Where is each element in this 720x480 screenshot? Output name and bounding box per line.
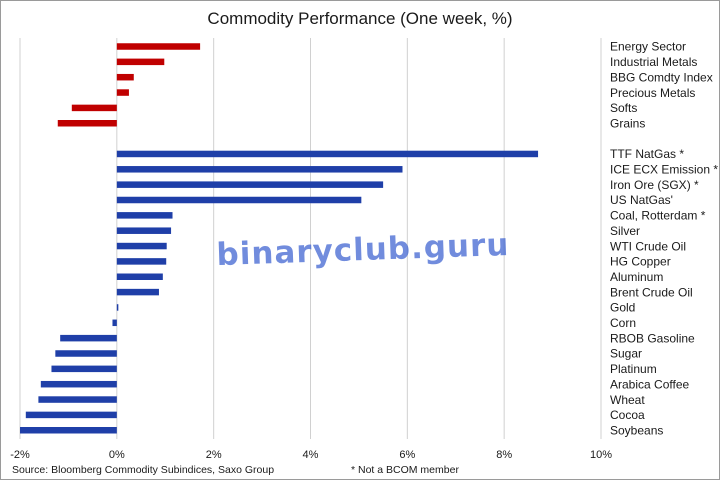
category-label: Soybeans — [610, 423, 663, 437]
category-label: TTF NatGas * — [610, 147, 684, 161]
category-label: Aluminum — [610, 270, 663, 284]
bar — [25, 411, 117, 419]
bar — [116, 288, 159, 296]
gridlines — [19, 38, 602, 439]
category-label: US NatGas' — [610, 193, 673, 207]
category-label: Iron Ore (SGX) * — [610, 178, 699, 192]
category-label: Energy Sector — [610, 40, 686, 54]
category-label: Industrial Metals — [610, 55, 697, 69]
category-label: Softs — [610, 101, 637, 115]
category-label: HG Copper — [610, 255, 671, 269]
bar — [116, 304, 119, 311]
category-label: RBOB Gasoline — [610, 331, 695, 345]
category-label: Silver — [610, 224, 640, 238]
bar — [55, 350, 117, 357]
category-label: Coal, Rotterdam * — [610, 209, 706, 223]
x-tick-label: 10% — [590, 449, 612, 461]
category-label: Platinum — [610, 362, 657, 376]
category-label: Arabica Coffee — [610, 377, 689, 391]
category-label: Precious Metals — [610, 86, 695, 100]
x-tick-label: 8% — [496, 449, 512, 461]
x-tick-label: 2% — [206, 449, 222, 461]
bar — [20, 427, 117, 434]
bar — [60, 334, 117, 342]
bars — [20, 43, 539, 434]
bar — [38, 396, 117, 403]
bar — [116, 258, 167, 265]
bar — [112, 319, 117, 327]
membership-note: * Not a BCOM member — [351, 464, 459, 476]
bar — [116, 181, 384, 188]
x-tick-label: 0% — [109, 449, 125, 461]
bar — [116, 73, 134, 81]
category-label: Gold — [610, 301, 635, 315]
bar — [116, 43, 201, 50]
category-label: Corn — [610, 316, 636, 330]
category-label: WTI Crude Oil — [610, 239, 686, 253]
bar — [116, 242, 167, 250]
category-label: Cocoa — [610, 408, 645, 422]
category-label: Brent Crude Oil — [610, 285, 693, 299]
bar — [116, 273, 163, 280]
bar — [116, 89, 129, 96]
bar — [116, 212, 173, 219]
source-note: Source: Bloomberg Commodity Subindices, … — [12, 464, 274, 476]
bar — [40, 380, 117, 388]
category-label: Wheat — [610, 393, 645, 407]
chart-title: Commodity Performance (One week, %) — [207, 9, 512, 28]
x-axis-ticks: -2% 0% 2% 4% 6% 8% 10% — [10, 449, 612, 461]
bar — [116, 150, 539, 158]
bar — [57, 120, 117, 127]
x-tick-label: -2% — [10, 449, 30, 461]
category-label: Sugar — [610, 347, 642, 361]
category-label: ICE ECX Emission * — [610, 163, 718, 177]
bar — [116, 166, 403, 173]
category-label: BBG Comdty Index — [610, 70, 713, 84]
bar — [71, 104, 117, 112]
bar — [116, 58, 165, 66]
bar — [116, 227, 172, 234]
watermark-text: binaryclub.guru — [216, 227, 510, 273]
bar — [51, 365, 117, 373]
category-label: Grains — [610, 116, 645, 130]
bar — [116, 196, 362, 204]
x-tick-label: 6% — [399, 449, 415, 461]
x-tick-label: 4% — [303, 449, 319, 461]
